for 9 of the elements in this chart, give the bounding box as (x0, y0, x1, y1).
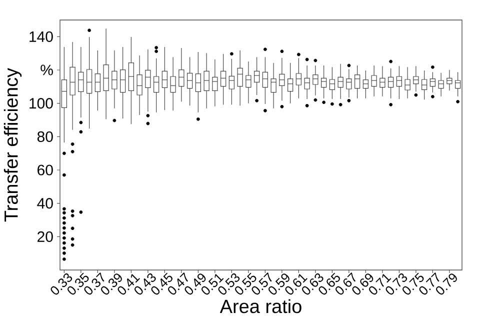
y-tick-label: 20 (38, 231, 53, 242)
y-tick-label: 60 (38, 164, 53, 176)
y-tick-label: 80 (37, 131, 53, 142)
x-axis-title: Area ratio (220, 299, 302, 314)
y-axis-title: Transfer efficiency (4, 68, 22, 222)
y-tick-label: 140 (30, 31, 53, 42)
y-tick-label: % (40, 64, 53, 76)
y-tick-label: 100 (30, 98, 53, 109)
y-tick-label: 40 (37, 198, 53, 209)
